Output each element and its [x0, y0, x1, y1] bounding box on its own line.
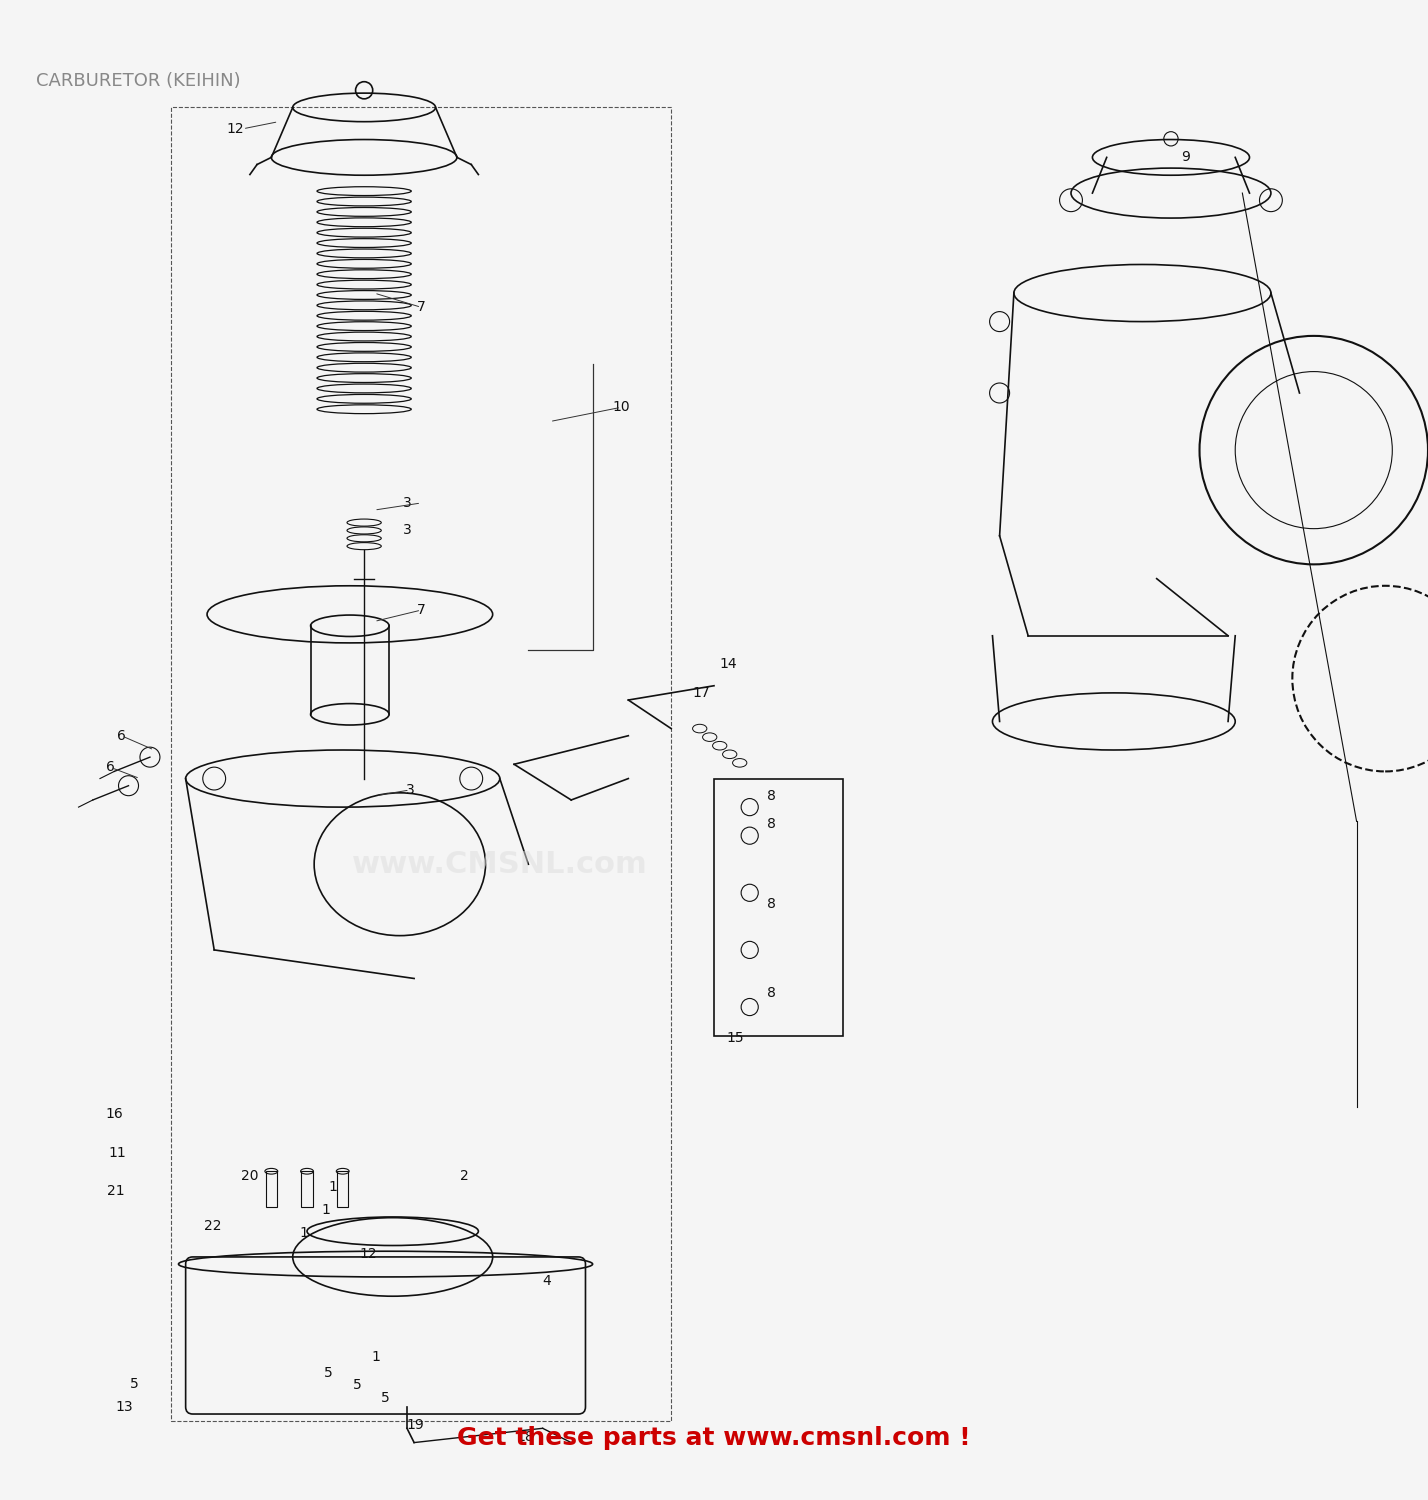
Text: 1: 1	[321, 1203, 330, 1216]
Text: 3: 3	[403, 496, 411, 510]
Text: 6: 6	[106, 760, 114, 774]
Text: 1: 1	[300, 1226, 308, 1239]
Text: 22: 22	[204, 1218, 221, 1233]
Text: 5: 5	[324, 1365, 333, 1380]
Text: 10: 10	[613, 400, 630, 414]
Text: CARBURETOR (KEIHIN): CARBURETOR (KEIHIN)	[36, 72, 240, 90]
Text: 13: 13	[116, 1400, 133, 1414]
Text: 14: 14	[720, 657, 737, 672]
Bar	[301, 1172, 313, 1208]
Text: 5: 5	[381, 1392, 390, 1406]
Text: 18: 18	[517, 1430, 534, 1444]
Bar	[266, 1172, 277, 1208]
Text: Get these parts at www.cmsnl.com !: Get these parts at www.cmsnl.com !	[457, 1425, 971, 1449]
Text: 16: 16	[106, 1107, 123, 1120]
Text: 20: 20	[241, 1168, 258, 1182]
Text: 21: 21	[107, 1185, 124, 1198]
Text: 8: 8	[767, 789, 775, 802]
Bar	[337, 1172, 348, 1208]
Text: 7: 7	[417, 300, 426, 315]
Text: 12: 12	[360, 1246, 377, 1262]
Text: 8: 8	[767, 897, 775, 910]
Text: 1: 1	[371, 1350, 380, 1364]
Text: 7: 7	[417, 603, 426, 616]
Text: 17: 17	[693, 686, 710, 700]
Text: 15: 15	[727, 1032, 744, 1046]
Text: 5: 5	[130, 1377, 139, 1390]
Text: 8: 8	[767, 818, 775, 831]
Text: 6: 6	[117, 729, 126, 742]
Text: 11: 11	[109, 1146, 126, 1160]
Text: 8: 8	[767, 986, 775, 1000]
Text: 1: 1	[328, 1180, 337, 1194]
Text: 9: 9	[1181, 150, 1190, 165]
Text: 4: 4	[543, 1274, 551, 1288]
Text: 3: 3	[403, 524, 411, 537]
Text: www.CMSNL.com: www.CMSNL.com	[351, 849, 648, 879]
Text: 12: 12	[227, 122, 244, 136]
Text: 5: 5	[353, 1378, 361, 1392]
Text: 3: 3	[406, 783, 414, 796]
Bar	[714, 778, 843, 1035]
Text: 2: 2	[460, 1168, 468, 1182]
Text: 19: 19	[407, 1419, 424, 1432]
